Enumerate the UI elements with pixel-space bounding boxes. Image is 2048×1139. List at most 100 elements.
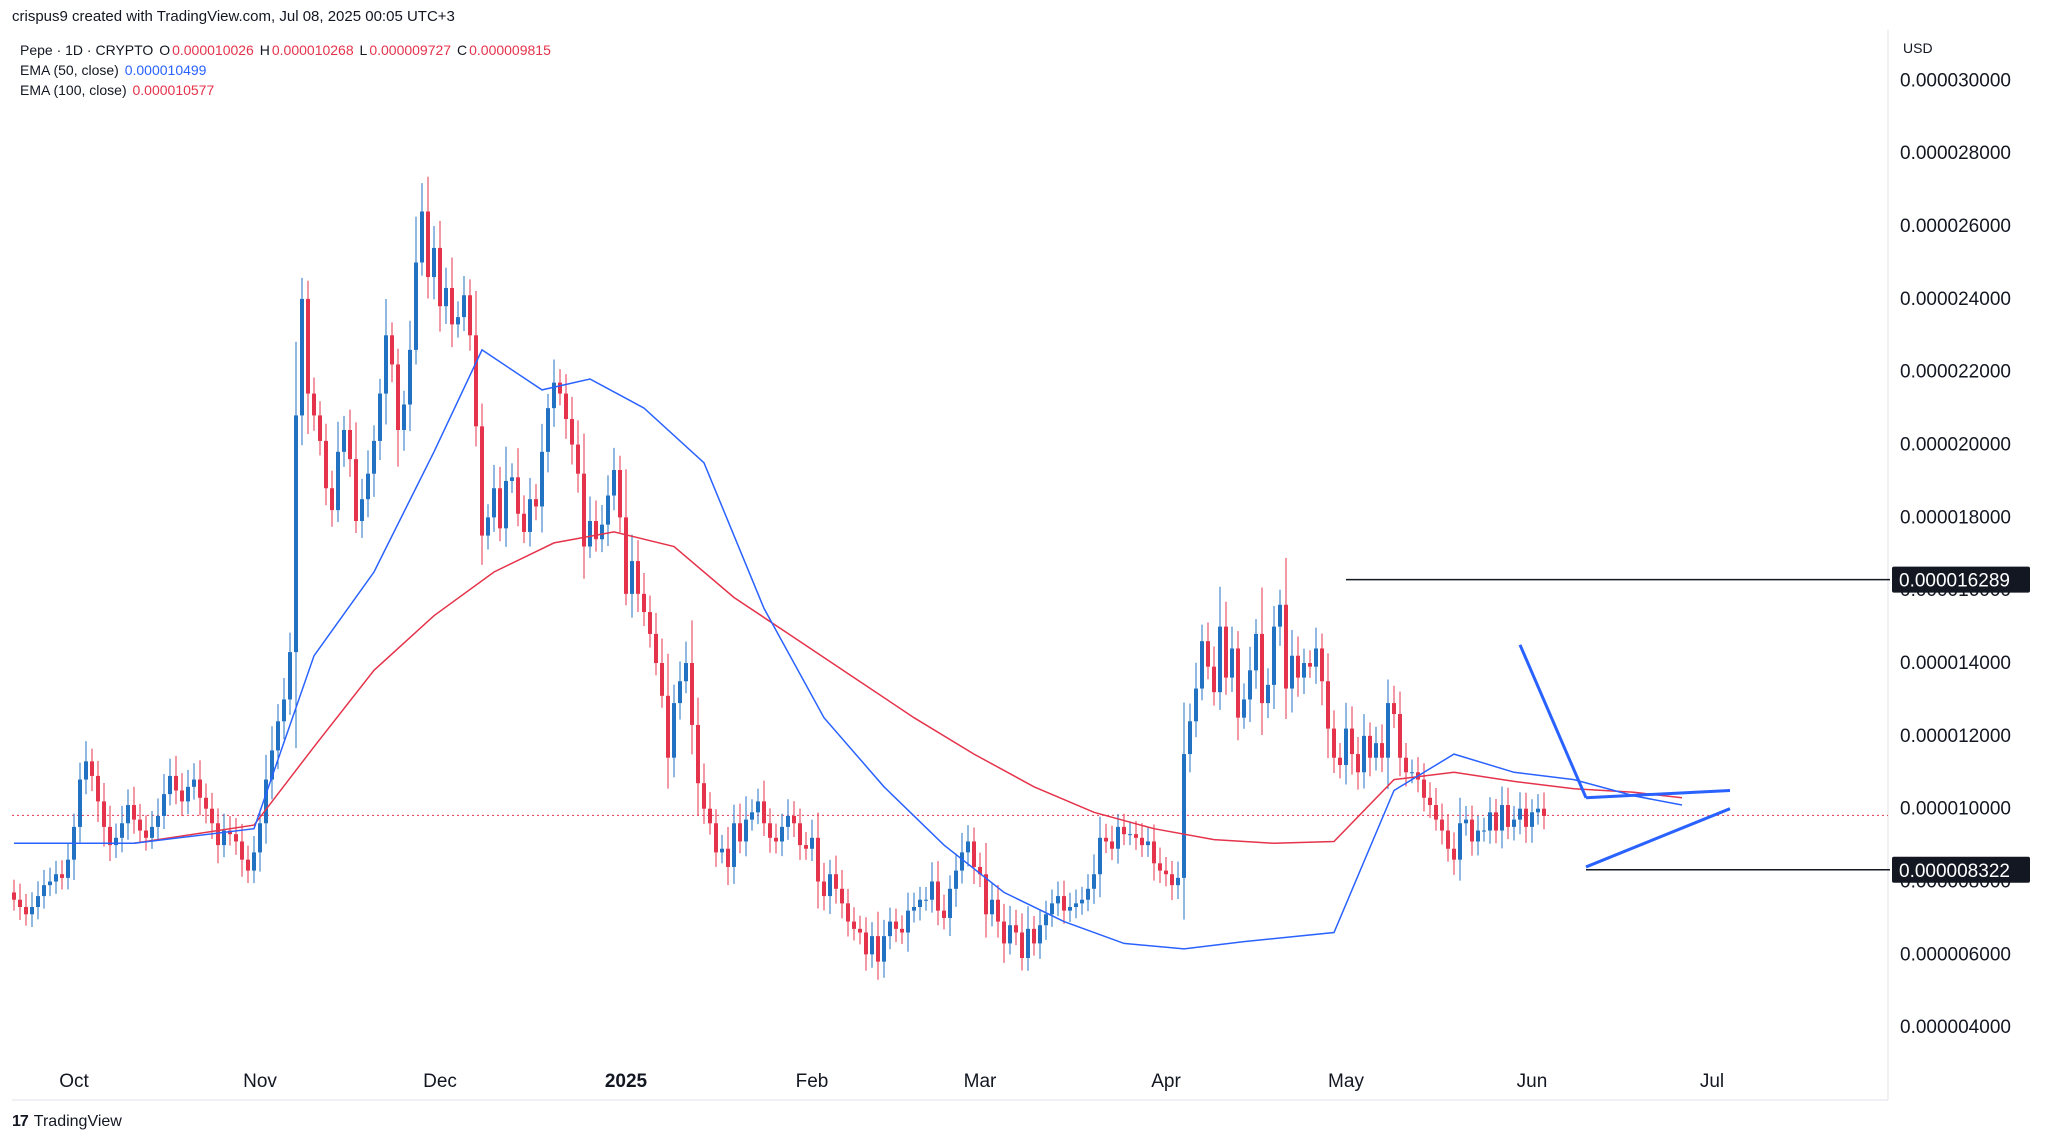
candle-body [1050,903,1054,915]
y-tick-label: 0.000028000 [1900,143,2011,164]
candle-body [1260,633,1264,704]
candle-body [162,794,166,816]
candle-body [1326,681,1330,729]
candle-body [36,896,40,908]
x-tick-label: Mar [964,1071,997,1092]
candle-body [324,440,328,489]
candle-body [120,823,124,838]
legend-close-value: 0.000009815 [469,42,551,58]
candle-body [402,404,406,430]
candle-body [252,852,256,871]
candle-body [54,874,58,882]
level-label-box [1892,566,2030,593]
candle-body [1494,812,1498,831]
candle-body [1470,819,1474,842]
level-label-text: 0.000016289 [1899,571,2010,592]
candle-body [1446,830,1450,849]
candle-body [924,899,928,901]
candle-body [24,907,28,915]
candle-body [456,317,460,325]
candle-body [654,633,658,664]
candle-body [1086,888,1090,900]
candle-body [78,779,82,827]
candle-body [546,408,550,452]
candle-body [1164,870,1168,875]
candle-body [258,823,262,853]
candle-body [384,335,388,394]
candle-body [498,488,502,529]
candle-body [660,663,664,696]
candle-body [1134,834,1138,838]
legend-ema50-row[interactable]: EMA (50, close) 0.000010499 [20,60,553,80]
candle-body [414,262,418,350]
candle-body [678,681,682,704]
y-tick-label: 0.000010000 [1900,799,2011,820]
candle-body [720,848,724,853]
candle-body [762,801,766,824]
legend-open-label: O [159,42,171,58]
candle-body [1410,772,1414,774]
level-label-text: 0.000008322 [1899,861,2010,882]
candle-body [1386,703,1390,758]
candle-body [216,823,220,846]
candle-body [918,899,922,908]
candle-body [1038,925,1042,944]
candle-body [288,652,292,700]
candle-body [642,593,646,613]
candle-body [1206,641,1210,667]
candle-body [504,480,508,529]
y-tick-label: 0.000012000 [1900,726,2011,747]
currency-label[interactable]: USD [1903,40,1933,56]
legend-ema100-value: 0.000010577 [132,82,215,98]
candle-body [102,801,106,827]
candle-body [396,364,400,430]
candle-body [342,429,346,452]
candle-body [732,823,736,867]
candle-body [750,812,754,820]
candle-body [294,415,298,653]
candle-body [1188,721,1192,755]
candle-body [30,907,34,915]
legend-ema100-row[interactable]: EMA (100, close) 0.000010577 [20,80,553,100]
candle-body [996,899,1000,922]
candle-body [594,521,598,540]
candle-body [126,805,130,824]
candle-body [336,451,340,511]
candle-body [1512,819,1516,827]
candle-body [666,695,670,758]
candle-body [1062,896,1066,911]
candle-body [1236,648,1240,718]
candle-body [600,524,604,540]
legend-ema50-label: EMA (50, close) [20,62,119,78]
candle-body [42,885,46,897]
legend-close-label: C [456,42,468,58]
candle-body [1152,841,1156,864]
candle-body [378,393,382,441]
candle-body [390,335,394,365]
y-tick-label: 0.000030000 [1900,70,2011,91]
candle-body [48,881,52,886]
candle-body [588,521,592,547]
candle-body [774,837,778,842]
candle-body [1044,914,1048,926]
x-tick-label: Oct [59,1071,89,1092]
candle-body [300,298,304,416]
candle-body [744,819,748,842]
candle-body [630,561,634,594]
candle-body [1098,837,1102,875]
legend-open-value: 0.000010026 [172,42,254,58]
legend-ema100-label: EMA (100, close) [20,82,127,98]
candle-body [714,823,718,853]
tradingview-footer[interactable]: 17 TradingView [12,1113,122,1131]
candle-body [534,499,538,507]
candle-body [900,928,904,933]
candle-body [636,561,640,594]
candle-body [1536,808,1540,813]
candle-body [264,779,268,824]
candle-body [1500,805,1504,831]
candle-body [1542,808,1546,816]
candle-body [1308,663,1312,667]
candle-body [192,779,196,787]
candle-body [1356,754,1360,773]
